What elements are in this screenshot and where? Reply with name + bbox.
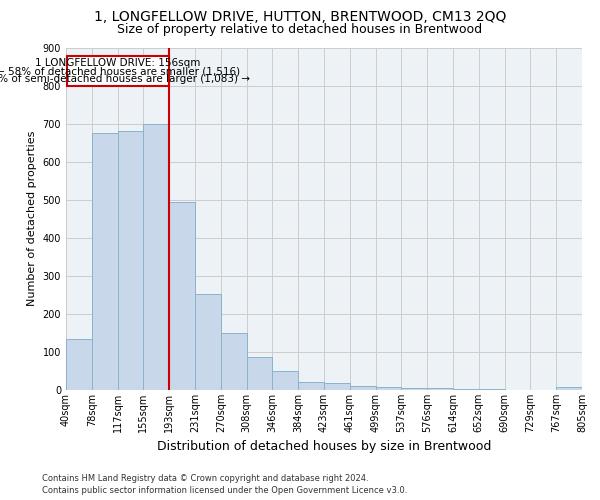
- Bar: [479, 389, 505, 390]
- Bar: [221, 333, 247, 390]
- Bar: [427, 388, 453, 390]
- Bar: [92, 133, 118, 390]
- Bar: [272, 371, 298, 390]
- Bar: [453, 389, 479, 390]
- Bar: [401, 388, 427, 390]
- Y-axis label: Number of detached properties: Number of detached properties: [27, 131, 37, 306]
- Bar: [247, 356, 272, 390]
- Text: ← 58% of detached houses are smaller (1,516): ← 58% of detached houses are smaller (1,…: [0, 66, 239, 76]
- Bar: [195, 294, 221, 390]
- Bar: [118, 131, 143, 390]
- Bar: [143, 124, 169, 390]
- Text: Contains HM Land Registry data © Crown copyright and database right 2024.
Contai: Contains HM Land Registry data © Crown c…: [42, 474, 407, 495]
- Bar: [324, 383, 350, 390]
- Bar: [298, 382, 324, 390]
- Bar: [66, 338, 92, 390]
- Text: Size of property relative to detached houses in Brentwood: Size of property relative to detached ho…: [118, 22, 482, 36]
- Bar: [67, 56, 169, 86]
- Text: 42% of semi-detached houses are larger (1,083) →: 42% of semi-detached houses are larger (…: [0, 74, 250, 84]
- Text: 1 LONGFELLOW DRIVE: 156sqm: 1 LONGFELLOW DRIVE: 156sqm: [35, 58, 200, 68]
- Bar: [376, 387, 401, 390]
- Bar: [350, 386, 376, 390]
- Text: 1, LONGFELLOW DRIVE, HUTTON, BRENTWOOD, CM13 2QQ: 1, LONGFELLOW DRIVE, HUTTON, BRENTWOOD, …: [94, 10, 506, 24]
- Bar: [169, 202, 195, 390]
- X-axis label: Distribution of detached houses by size in Brentwood: Distribution of detached houses by size …: [157, 440, 491, 454]
- Bar: [556, 387, 582, 390]
